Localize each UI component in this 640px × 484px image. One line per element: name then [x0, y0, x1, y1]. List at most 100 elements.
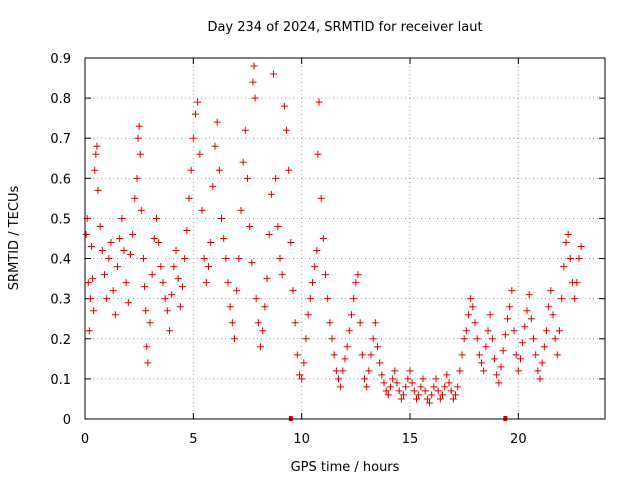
data-point: [324, 295, 332, 303]
data-point: [365, 367, 373, 375]
data-point: [291, 319, 299, 327]
data-point: [246, 222, 254, 230]
data-point: [519, 339, 527, 347]
data-point: [482, 343, 490, 351]
grid: [85, 58, 605, 419]
data-point: [263, 275, 271, 283]
data-point: [367, 351, 375, 359]
y-tick-label: 0.6: [50, 172, 71, 187]
data-point: [562, 239, 570, 247]
data-point: [328, 335, 336, 343]
data-point: [458, 351, 466, 359]
data-point: [224, 279, 232, 287]
data-point: [397, 395, 405, 403]
data-point: [293, 351, 301, 359]
data-point: [241, 126, 249, 134]
data-point: [304, 311, 312, 319]
data-point: [345, 327, 353, 335]
data-point: [313, 247, 321, 255]
data-point: [348, 311, 355, 319]
data-point: [497, 363, 505, 371]
data-point: [566, 255, 574, 263]
data-point: [337, 383, 345, 391]
data-point: [354, 271, 362, 279]
data-point: [478, 359, 485, 367]
y-tick-label: 0.8: [50, 92, 71, 107]
data-point: [270, 70, 277, 78]
data-point: [93, 142, 101, 150]
data-point: [560, 263, 568, 271]
data-point: [374, 343, 381, 351]
data-point: [101, 271, 108, 279]
data-point: [467, 295, 475, 303]
data-point: [395, 387, 403, 395]
data-point: [114, 263, 121, 271]
data-point: [447, 387, 455, 395]
data-point: [556, 327, 563, 335]
data-point: [185, 194, 193, 202]
data-point: [231, 335, 238, 343]
data-point: [131, 194, 139, 202]
data-point: [278, 271, 286, 279]
data-point: [187, 166, 195, 174]
axis-tick-labels: 0 0.1 0.2 0.3 0.4 0.5 0.6 0.7 0.8 0.9 0 5 10 15 20: [50, 52, 526, 447]
data-point: [298, 375, 306, 383]
data-point: [545, 303, 553, 311]
y-tick-label: 0.1: [50, 373, 71, 388]
data-point: [133, 174, 141, 182]
data-point: [88, 243, 95, 251]
data-point: [335, 375, 342, 383]
data-point: [508, 287, 516, 295]
data-point: [432, 375, 440, 383]
data-point: [215, 166, 223, 174]
data-point: [285, 166, 293, 174]
data-point: [363, 383, 371, 391]
data-point: [454, 383, 462, 391]
data-point: [137, 206, 145, 214]
data-point: [384, 391, 392, 399]
data-point: [200, 255, 208, 263]
data-point: [577, 243, 585, 251]
data-point: [358, 351, 366, 359]
data-point: [280, 102, 288, 110]
data-point: [330, 351, 338, 359]
data-point: [445, 379, 453, 387]
chart-title: Day 234 of 2024, SRMTID for receiver lau…: [207, 20, 482, 35]
data-point: [183, 226, 191, 234]
data-point: [473, 335, 481, 343]
data-point: [475, 351, 483, 359]
data-point: [536, 375, 544, 383]
data-point: [261, 303, 269, 311]
y-tick-label: 0.7: [50, 132, 71, 147]
data-point: [153, 214, 160, 222]
x-tick-label: 0: [81, 432, 89, 447]
data-point: [259, 327, 267, 335]
data-point: [382, 387, 390, 395]
data-point: [571, 295, 579, 303]
data-point: [272, 174, 280, 182]
data-point: [254, 319, 262, 327]
data-point: [176, 303, 184, 311]
data-point: [417, 383, 425, 391]
axis-ticks: [84, 57, 605, 420]
data-point: [211, 142, 219, 150]
data-point: [315, 98, 323, 106]
data-point: [251, 94, 259, 102]
data-point: [174, 275, 182, 283]
data-point: [332, 367, 340, 375]
data-point: [274, 222, 282, 230]
data-point: [361, 375, 368, 383]
data-point: [120, 247, 128, 255]
data-point: [163, 307, 171, 315]
x-tick-label: 20: [510, 432, 527, 447]
data-point: [86, 295, 94, 303]
data-point: [85, 327, 93, 335]
data-point: [314, 150, 322, 158]
data-point: [94, 186, 102, 194]
data-point: [510, 327, 518, 335]
data-point: [350, 295, 358, 303]
data-point: [400, 391, 407, 399]
data-point: [205, 263, 212, 271]
data-point: [202, 279, 210, 287]
